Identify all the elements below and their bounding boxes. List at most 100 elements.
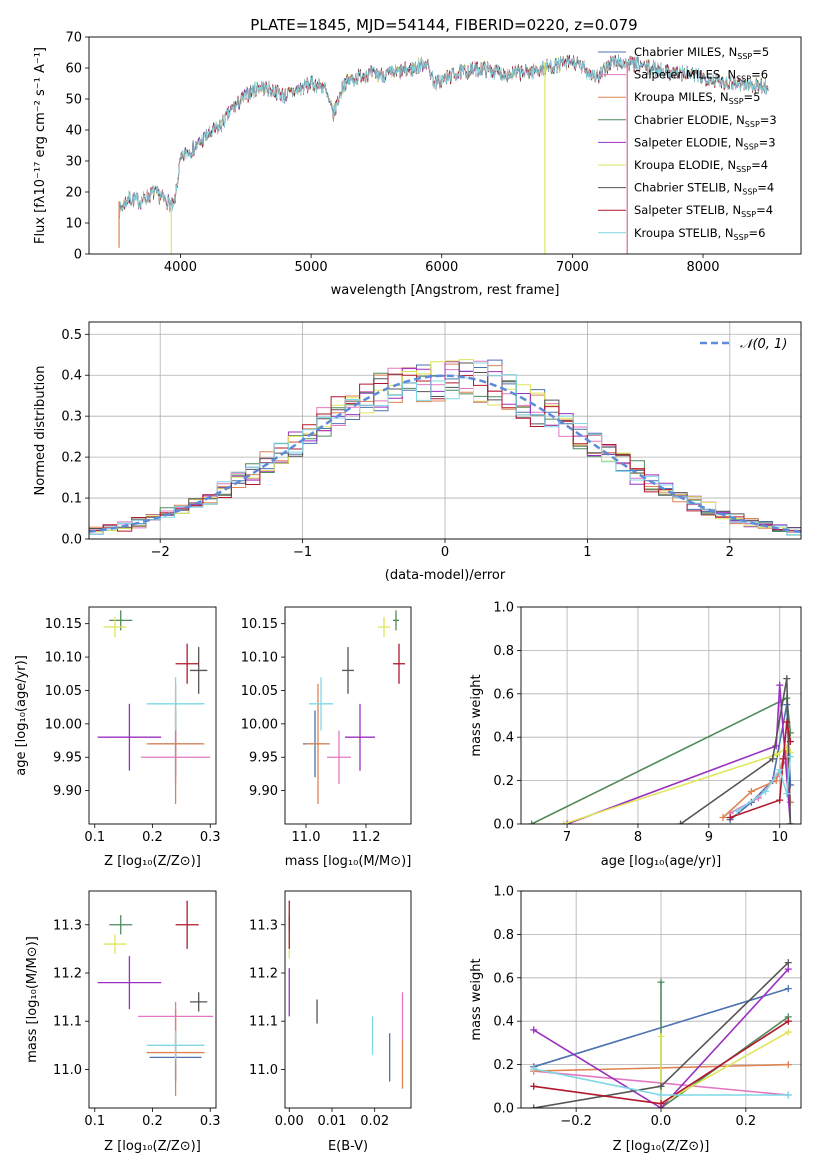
axes-frame	[88, 36, 802, 255]
spectrum-plot: 4000 5000 6000 7000 8000 0 10 20 30 40 50 60 70 wavel…	[33, 31, 802, 298]
weight-marker	[657, 1100, 665, 1108]
y-tick-label: 0.6	[493, 971, 514, 986]
weight-marker	[733, 807, 741, 815]
gaussian-curve	[89, 374, 801, 534]
weight-marker	[783, 675, 791, 683]
legend-nssp-prefix: , N	[726, 181, 742, 195]
x-tick-label: 7000	[556, 260, 589, 275]
y-tick-label: 10.00	[241, 717, 278, 732]
y-tick-label: 0.8	[493, 928, 514, 943]
weight-marker	[530, 1065, 538, 1073]
weight-marker	[776, 796, 784, 804]
weight-line	[660, 982, 789, 1108]
weight-marker	[769, 755, 777, 763]
y-tick-label: 40	[65, 124, 82, 139]
weight-marker	[772, 742, 780, 750]
weight-marker	[657, 1091, 665, 1099]
spectrum-line-kroupa-stelib	[118, 56, 769, 218]
y-tick-label: 11.0	[53, 1063, 82, 1078]
legend-series-name: Salpeter MILES	[634, 68, 720, 82]
legend-series-name: Salpeter STELIB	[634, 203, 725, 217]
age-vs-mass-plot: 11.0 11.2 9.90 9.95 10.00 10.05 10.10 10.15 mass…	[241, 606, 412, 869]
legend-nssp-prefix: , N	[718, 226, 734, 240]
y-tick-label: 0.4	[61, 369, 82, 384]
x-axis-label: Z [log₁₀(Z/Z⊙)]	[104, 1139, 201, 1154]
x-tick-label: 0.02	[360, 1114, 389, 1129]
y-tick-label: 11.3	[53, 918, 82, 933]
y-tick-label: 0.2	[493, 1058, 514, 1073]
plot-area	[303, 610, 405, 804]
weight-marker	[719, 813, 727, 821]
x-tick-label: 0.2	[142, 1114, 163, 1129]
weight-marker	[657, 1082, 665, 1090]
x-tick-label: 11.2	[352, 830, 381, 845]
x-axis-label: wavelength [Angstrom, rest frame]	[331, 283, 560, 298]
mass-vs-extinction-plot: 0.00 0.01 0.02 11.0 11.1 11.2 11.3 E(B-V)	[249, 890, 412, 1154]
axes-frame	[88, 321, 802, 540]
weight-marker	[747, 787, 755, 795]
y-tick-label: 9.90	[53, 784, 82, 799]
y-tick-label: 0.0	[61, 533, 82, 548]
x-tick-label: 11.0	[292, 830, 321, 845]
y-tick-label: 50	[65, 93, 82, 108]
x-tick-label: −2	[151, 545, 170, 560]
legend-nssp-subscript: SSP	[742, 188, 757, 197]
weight-marker	[784, 1017, 792, 1025]
x-axis-label: Z [log₁₀(Z/Z⊙)]	[104, 854, 201, 869]
y-tick-label: 0.2	[493, 774, 514, 789]
y-tick-label: 0.6	[493, 687, 514, 702]
legend-entry: Salpeter ELODIE, NSSP=3	[634, 135, 776, 151]
legend-nssp-subscript: SSP	[737, 52, 752, 61]
weight-marker	[657, 1032, 665, 1040]
y-tick-label: 0.4	[493, 731, 514, 746]
x-tick-label: 7	[563, 830, 571, 845]
y-tick-label: 1.0	[493, 885, 514, 900]
y-tick-label: 10.10	[45, 651, 82, 666]
x-axis-label: mass [log₁₀(M/M⊙)]	[285, 854, 412, 869]
y-tick-label: 0.0	[493, 1102, 514, 1117]
y-tick-label: 30	[65, 155, 82, 170]
x-tick-label: 9	[705, 830, 713, 845]
legend-nssp-value: =4	[757, 181, 774, 195]
x-tick-label: 2	[726, 545, 734, 560]
x-axis-label: Z [log₁₀(Z/Z⊙)]	[613, 1139, 710, 1154]
y-tick-label: 0.5	[61, 328, 82, 343]
y-axis-label: mass [log₁₀(M/M⊙)]	[25, 936, 40, 1063]
residual-histogram: −2 −1 0 1 2 0.0 0.1 0.2 0.3 0.4 0.5 (data-model)/er…	[33, 321, 802, 583]
legend-nssp-subscript: SSP	[736, 75, 751, 84]
axes-frame	[88, 606, 217, 825]
legend-nssp-value: =5	[752, 45, 769, 59]
weight-marker	[786, 738, 794, 746]
y-tick-label: 0.1	[61, 492, 82, 507]
x-tick-label: 0.2	[142, 830, 163, 845]
weight-marker	[784, 985, 792, 993]
x-tick-label: −0.2	[560, 1114, 592, 1129]
y-tick-label: 0.4	[493, 1015, 514, 1030]
legend-nssp-subscript: SSP	[734, 233, 749, 242]
legend-entry: Salpeter MILES, NSSP=6	[634, 68, 768, 84]
legend-nssp-value: =3	[759, 135, 776, 149]
histogram-kroupa-stelib	[89, 362, 801, 536]
legend-nssp-value: =4	[751, 158, 768, 172]
legend-nssp-value: =4	[756, 203, 773, 217]
weight-marker	[786, 820, 794, 824]
weight-marker	[657, 978, 665, 986]
legend-nssp-value: =6	[751, 68, 768, 82]
gaussian-legend-label: 𝒩(0, 1)	[740, 337, 787, 352]
legend-series-name: Chabrier MILES	[634, 45, 721, 59]
legend-nssp-value: =6	[749, 226, 766, 240]
x-tick-label: 10	[771, 830, 788, 845]
y-tick-label: 10.10	[241, 651, 278, 666]
figure-title: PLATE=1845, MJD=54144, FIBERID=0220, z=0…	[250, 16, 637, 34]
axes-frame	[284, 890, 412, 1109]
legend-nssp-subscript: SSP	[744, 142, 759, 151]
massweight-vs-metallicity-plot: −0.2 0.0 0.2 0.0 0.2 0.4 0.6 0.8 1.0 Z [log₁₀(Z/Z…	[469, 885, 802, 1154]
y-tick-label: 11.2	[53, 966, 82, 981]
legend-entry: Chabrier ELODIE, NSSP=3	[634, 113, 777, 129]
weight-marker	[726, 813, 734, 821]
x-axis-label: E(B-V)	[328, 1139, 368, 1154]
legend-nssp-prefix: , N	[729, 113, 745, 127]
legend-nssp-prefix: , N	[713, 90, 729, 104]
